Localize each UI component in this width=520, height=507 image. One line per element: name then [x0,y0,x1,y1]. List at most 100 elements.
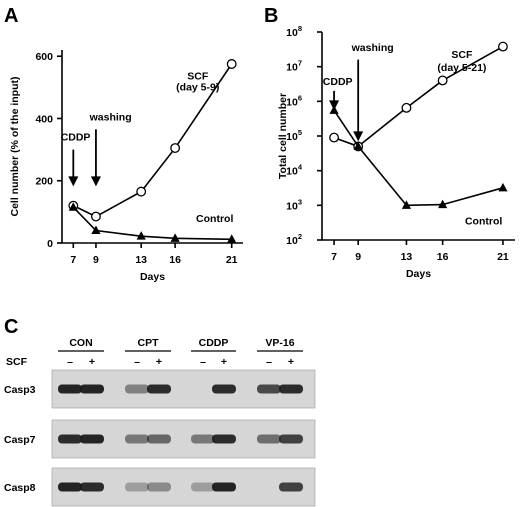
y-tick-label: 106 [286,93,302,108]
annotation-label: (day 5-9) [176,81,219,93]
blot-band [279,434,303,444]
annotation-label: CDDP [61,131,91,143]
annotation-label: washing [89,112,132,124]
arrow-head [68,176,79,187]
point-circle [226,59,237,69]
arrow-head [90,176,101,187]
point-circle [170,143,181,154]
blot-band [58,434,82,444]
blot-band [125,384,149,394]
y-tick-label: 600 [35,51,53,63]
point-circle [497,41,508,52]
point-circle [329,132,340,143]
blot-row-label: Casp3 [4,384,36,396]
point-circle [401,102,412,113]
annotation-label: washing [351,42,394,54]
y-tick-label: 105 [286,128,302,143]
blot-band [125,434,149,444]
annotation-label: CDDP [323,76,353,88]
blot-band [80,434,104,444]
x-tick-label: 7 [331,251,337,263]
x-tick-label: 16 [169,254,181,266]
blot-group-label: CON [69,337,92,349]
point-triangle [227,234,237,243]
blot-band [212,384,236,394]
annotation-label: Control [465,215,502,227]
x-tick-label: 21 [226,254,238,266]
blot-row-label: Casp8 [4,482,36,494]
blot-band [212,434,236,444]
y-axis-title: Cell number (% of the input) [9,77,21,217]
scf-mark: – [266,356,272,368]
point-triangle [170,233,180,242]
x-tick-label: 9 [93,254,99,266]
x-axis-title: Days [406,268,431,280]
panel-label-c: C [4,316,18,338]
point-triangle [91,225,101,235]
y-tick-label: 108 [286,24,302,39]
y-axis-title: Total cell number [277,93,289,179]
point-triangle [498,182,508,192]
chart-b: 7 9 13 16 21 Days 102 103 104 105 106 107 108 Total c… [277,24,515,280]
y-tick-label: 0 [47,238,53,250]
arrow-head [353,131,364,142]
blot-band [125,482,149,492]
scf-mark: + [156,356,162,368]
x-tick-label: 7 [70,254,76,266]
blot-band [191,482,215,492]
blot-band [58,482,82,492]
blot-band [191,434,215,444]
annotation-label: SCF [187,71,209,83]
scf-mark: + [221,356,227,368]
x-tick-label: 21 [497,251,509,263]
blot-band [257,434,281,444]
blot-band [58,384,82,394]
blot-band [279,384,303,394]
scf-mark: + [89,356,95,368]
series-line [333,109,504,207]
panel-label-a: A [4,5,18,27]
blot-band [80,482,104,492]
point-triangle [353,141,363,150]
point-triangle [329,105,339,114]
panel-label-b: B [264,5,278,27]
y-tick-label: 400 [35,113,53,125]
scf-mark: – [200,356,206,368]
scf-mark: – [67,356,73,368]
y-tick-label: 102 [286,232,302,247]
annotation-label: (day 5-21) [437,62,486,74]
blot-band [257,384,281,394]
point-circle [437,75,448,86]
blot-band [147,434,171,444]
scf-mark: – [134,356,140,368]
point-triangle [68,202,78,211]
y-tick-label: 107 [286,59,302,74]
point-circle [136,186,147,197]
y-tick-label: 104 [286,163,303,178]
scf-label: SCF [6,356,28,368]
x-axis-title: Days [140,271,165,283]
western-blot: CON CPT CDDP VP-16 SCF – + – + – + – + Casp3 Casp7 Casp… [4,337,316,507]
blot-row-label: Casp7 [4,434,36,446]
point-circle [90,211,101,222]
blot-band [147,384,171,394]
annotation-label: Control [196,213,233,225]
x-tick-label: 9 [355,251,361,263]
blot-group-label: CDDP [199,337,229,349]
blot-band [147,482,171,492]
blot-band [212,482,236,492]
y-tick-label: 103 [286,197,302,212]
point-triangle [438,199,448,209]
blot-band [80,384,104,394]
blot-band [279,482,303,492]
chart-a: 7 9 13 16 21 Days 0 200 400 600 Cell number (% of … [9,50,243,283]
scf-mark: + [288,356,294,368]
point-triangle [401,200,412,209]
point-triangle [136,231,146,240]
blot-group-label: VP-16 [265,337,294,349]
x-tick-label: 16 [437,251,449,263]
annotation-label: SCF [451,49,473,61]
y-tick-label: 200 [35,176,53,188]
blot-group-label: CPT [138,337,160,349]
